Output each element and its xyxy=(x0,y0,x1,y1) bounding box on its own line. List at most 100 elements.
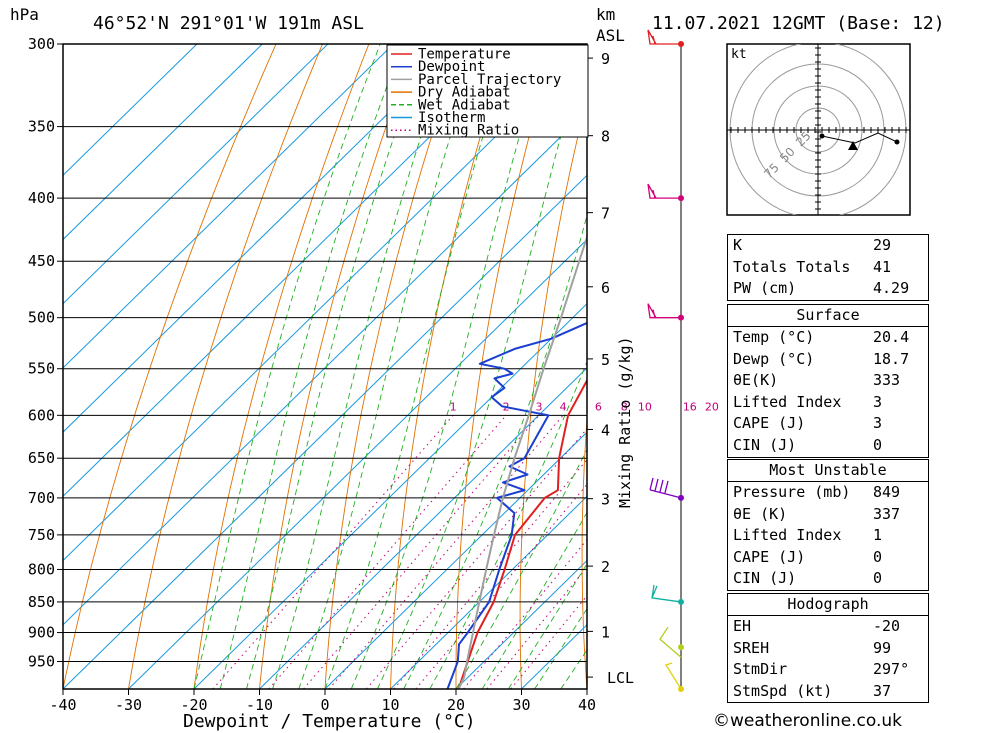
wet-adiabat-line xyxy=(272,44,456,689)
isotherm-line xyxy=(128,238,587,689)
wet-adiabat-line xyxy=(534,607,587,689)
hodograph-point xyxy=(819,133,825,139)
dry-adiabat-line xyxy=(128,44,323,689)
table-row: CAPE (J) 0 xyxy=(728,547,928,569)
legend-label: Parcel Trajectory xyxy=(418,72,561,88)
wind-barb-icon xyxy=(651,584,682,603)
legend-label: Mixing Ratio xyxy=(418,123,519,139)
pressure-tick-label: 450 xyxy=(28,252,55,270)
mixing-ratio-line xyxy=(328,415,564,689)
hodograph-point xyxy=(894,139,900,145)
hodograph-unit: kt xyxy=(731,47,747,62)
x-axis-label: Dewpoint / Temperature (°C) xyxy=(183,711,476,732)
temp-tick-label: 40 xyxy=(578,696,596,714)
isotherm-line xyxy=(63,44,460,433)
km-unit: km xyxy=(596,5,615,24)
pressure-tick-label: 400 xyxy=(28,189,55,207)
mixing-ratio-axis-label: Mixing Ratio (g/kg) xyxy=(616,336,634,508)
series-line-temperature xyxy=(457,378,587,689)
row-value: 3 xyxy=(873,392,883,411)
table-row: Pressure (mb) 849 xyxy=(728,482,928,504)
row-key: Lifted Index xyxy=(733,392,842,411)
temp-tick-label: -20 xyxy=(180,696,207,714)
wind-barb-icon xyxy=(659,626,682,658)
wet-adiabat-line xyxy=(403,213,587,689)
row-key: θE(K) xyxy=(733,371,779,390)
km-tick-label: 5 xyxy=(601,351,610,369)
row-value: 37 xyxy=(873,681,892,700)
pressure-tick-label: 750 xyxy=(28,526,55,544)
mixing-ratio-label: 20 xyxy=(705,400,719,413)
km-tick-label: 1 xyxy=(601,623,610,641)
km-tick-label: 2 xyxy=(601,558,610,576)
legend xyxy=(386,44,589,138)
legend-label: Dewpoint xyxy=(418,59,485,75)
index-value: 29 xyxy=(873,236,892,254)
copyright: ©weatheronline.co.uk xyxy=(713,711,903,731)
wind-barb-dot xyxy=(678,644,684,651)
temp-tick-label: -40 xyxy=(49,696,76,714)
temp-tick-label: -10 xyxy=(246,696,273,714)
table-row: StmSpd (kt) 37 xyxy=(728,681,928,703)
row-key: CAPE (J) xyxy=(733,547,806,566)
dry-adiabat-line xyxy=(63,44,277,689)
series-line-dewpoint xyxy=(446,321,587,689)
series-line-parcel-trajectory xyxy=(457,233,587,689)
row-value: 333 xyxy=(873,371,901,390)
table-row: θE (K) 337 xyxy=(728,504,928,526)
pressure-tick-label: 500 xyxy=(28,309,55,327)
row-value: 849 xyxy=(873,483,901,501)
dry-adiabat-line xyxy=(968,44,1000,689)
isotherm-line xyxy=(63,44,329,305)
most-unstable-title: Most Unstable xyxy=(728,460,928,482)
row-key: StmSpd (kt) xyxy=(733,681,833,700)
row-value: 3 xyxy=(873,414,883,433)
row-value: 0 xyxy=(873,547,883,566)
wet-adiabat-line xyxy=(298,44,484,689)
pressure-tick-label: 550 xyxy=(28,360,55,378)
isotherm-line xyxy=(63,44,394,369)
dry-adiabat-line xyxy=(642,44,694,689)
wind-barb-pennant-icon xyxy=(647,29,681,45)
hodograph-title: Hodograph xyxy=(728,594,928,616)
row-value: 337 xyxy=(873,504,901,523)
row-key: StmDir xyxy=(733,660,788,679)
wind-barb-pennant-icon xyxy=(647,303,681,319)
row-value: 0 xyxy=(873,435,883,454)
wet-adiabat-line xyxy=(376,44,587,689)
row-value: 297° xyxy=(873,660,910,679)
table-row: SREH 99 xyxy=(728,638,928,660)
mixing-ratio-label: 1 xyxy=(450,400,457,413)
index-key: PW (cm) xyxy=(733,279,797,298)
temp-tick-label: 10 xyxy=(381,696,399,714)
table-row: Lifted Index 3 xyxy=(728,392,928,414)
hodograph-trace xyxy=(821,132,898,144)
km-tick-label: 3 xyxy=(601,491,610,509)
row-value: 18.7 xyxy=(873,349,910,368)
wet-adiabat-line xyxy=(193,44,384,689)
table-row: StmDir 297° xyxy=(728,659,928,681)
isotherm-line xyxy=(63,174,587,689)
isotherm-line xyxy=(259,367,587,689)
row-key: CIN (J) xyxy=(733,435,797,454)
dry-adiabat-line xyxy=(324,44,463,689)
mixing-ratio-label: 16 xyxy=(683,400,697,413)
pressure-tick-label: 600 xyxy=(28,406,55,424)
legend-label: Temperature xyxy=(418,47,511,63)
mixing-ratio-label: 3 xyxy=(535,400,542,413)
isotherm-line xyxy=(455,559,587,689)
table-row: Temp (°C) 20.4 xyxy=(728,327,928,349)
row-key: θE (K) xyxy=(733,504,788,523)
surface-title: Surface xyxy=(728,305,928,327)
hpa-unit: hPa xyxy=(10,5,39,24)
legend-label: Isotherm xyxy=(418,110,485,126)
legend-label: Wet Adiabat xyxy=(418,97,511,113)
temp-tick-label: -30 xyxy=(115,696,142,714)
wind-barb-pennant-icon xyxy=(647,183,681,199)
wind-barb-icon xyxy=(665,662,682,690)
km-tick-label: 6 xyxy=(601,279,610,297)
mixing-ratio-label: 8 xyxy=(621,400,628,413)
mixing-ratio-line xyxy=(393,458,587,689)
wet-adiabat-line xyxy=(429,360,587,689)
